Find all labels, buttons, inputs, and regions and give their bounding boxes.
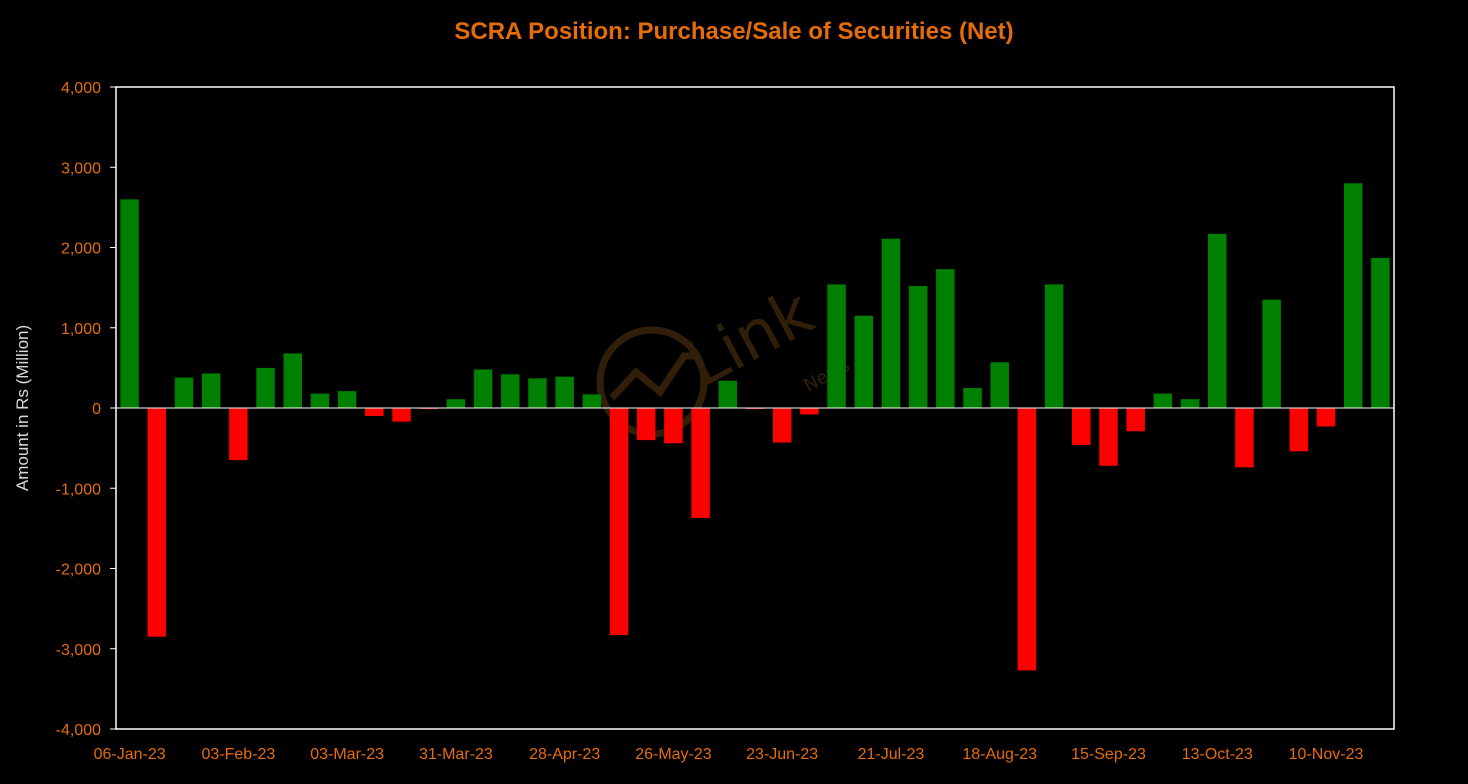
bar-06-Oct-23 — [1180, 399, 1200, 408]
bar-01-Sep-23 — [1044, 284, 1064, 408]
bar-21-Apr-23 — [528, 378, 547, 408]
bar-12-May-23 — [609, 408, 629, 636]
y-tick-label: -2,000 — [56, 562, 101, 579]
bar-13-Oct-23 — [1208, 233, 1227, 408]
bar-20-Oct-23 — [1235, 408, 1254, 468]
y-tick-label: -3,000 — [56, 642, 101, 659]
bar-18-Aug-23 — [990, 362, 1009, 408]
bar-10-Nov-23 — [1316, 408, 1336, 427]
x-tick-label: 10-Nov-23 — [1289, 746, 1364, 763]
y-axis: 4,000 3,000 2,000 1,000 0 -1,000 -2,000 -3,000 -… — [56, 80, 1394, 739]
bar-10-Feb-23 — [256, 367, 275, 409]
x-axis: 06-Jan-23 03-Feb-23 03-Mar-23 31-Mar-23 28-A… — [94, 746, 1364, 763]
bar-26-May-23 — [664, 408, 683, 444]
bar-03-Feb-23 — [229, 408, 248, 461]
bar-series — [120, 183, 1390, 671]
bar-10-Mar-23 — [365, 408, 384, 417]
bar-17-Mar-23 — [392, 408, 411, 422]
bar-13-Jan-23 — [147, 408, 167, 637]
y-tick-label: 3,000 — [61, 160, 101, 177]
bar-07-Apr-23 — [473, 369, 493, 408]
bar-04-Aug-23 — [936, 269, 955, 408]
bar-03-Nov-23 — [1289, 408, 1309, 452]
bar-14-Apr-23 — [501, 374, 520, 408]
x-tick-label: 28-Apr-23 — [529, 746, 600, 763]
y-tick-label: 2,000 — [61, 241, 101, 258]
y-tick-label: 0 — [92, 401, 101, 418]
bar-25-Aug-23 — [1017, 408, 1037, 671]
bar-28-Jul-23 — [908, 286, 928, 408]
bar-08-Sep-23 — [1072, 408, 1091, 445]
bar-17-Nov-23 — [1343, 183, 1363, 408]
bar-11-Aug-23 — [963, 387, 982, 408]
bar-06-Jan-23 — [120, 199, 139, 408]
x-tick-label: 21-Jul-23 — [858, 746, 925, 763]
bar-21-Jul-23 — [881, 238, 901, 408]
x-tick-label: 06-Jan-23 — [94, 746, 166, 763]
x-tick-label: 13-Oct-23 — [1182, 746, 1253, 763]
y-tick-label: 4,000 — [61, 80, 101, 97]
y-tick-label: -4,000 — [56, 722, 101, 739]
y-tick-label: -1,000 — [56, 481, 101, 498]
x-tick-label: 23-Jun-23 — [746, 746, 818, 763]
bar-22-Sep-23 — [1126, 408, 1145, 432]
bar-27-Jan-23 — [201, 373, 221, 408]
x-tick-label: 03-Feb-23 — [201, 746, 275, 763]
x-tick-label: 26-May-23 — [635, 746, 712, 763]
bar-28-Apr-23 — [555, 376, 574, 408]
bar-17-Feb-23 — [283, 353, 302, 408]
y-tick-label: 1,000 — [61, 321, 101, 338]
bar-24-Feb-23 — [310, 393, 330, 408]
watermark-line — [609, 352, 700, 401]
bar-14-Jul-23 — [854, 315, 874, 408]
bar-20-Jan-23 — [174, 377, 194, 408]
bar-24-Nov-23 — [1371, 257, 1390, 408]
x-tick-label: 15-Sep-23 — [1071, 746, 1146, 763]
bar-07-Jul-23 — [827, 284, 846, 408]
bar-19-May-23 — [636, 408, 656, 441]
bar-27-Oct-23 — [1262, 299, 1281, 408]
bar-05-May-23 — [582, 394, 602, 408]
bar-31-Mar-23 — [446, 399, 466, 408]
x-tick-label: 18-Aug-23 — [962, 746, 1037, 763]
bar-15-Sep-23 — [1099, 408, 1118, 466]
bar-23-Jun-23 — [772, 408, 792, 443]
chart-title: SCRA Position: Purchase/Sale of Securiti… — [454, 18, 1014, 45]
bar-30-Jun-23 — [800, 408, 819, 415]
x-tick-label: 31-Mar-23 — [419, 746, 493, 763]
bar-09-Jun-23 — [718, 380, 738, 408]
y-axis-label: Amount in Rs (Million) — [13, 325, 32, 491]
x-tick-label: 03-Mar-23 — [310, 746, 384, 763]
bar-02-Jun-23 — [691, 408, 710, 518]
bar-03-Mar-23 — [337, 391, 357, 408]
bar-29-Sep-23 — [1153, 393, 1173, 408]
